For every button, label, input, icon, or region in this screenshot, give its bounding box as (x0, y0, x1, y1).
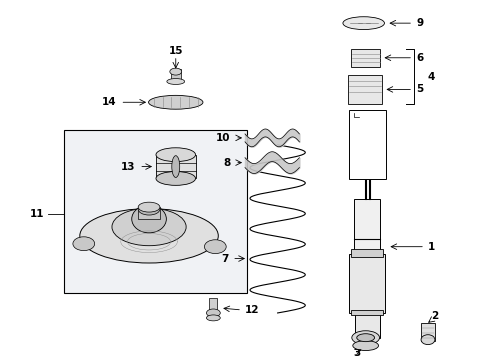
Text: 13: 13 (121, 162, 135, 172)
Text: 7: 7 (221, 253, 228, 264)
Bar (420, 323, 434, 341)
Text: 10: 10 (215, 133, 230, 143)
Ellipse shape (206, 309, 220, 317)
Ellipse shape (166, 78, 184, 85)
Bar (347, 75, 382, 104)
Ellipse shape (351, 331, 379, 345)
Text: 15: 15 (168, 46, 183, 56)
Bar (348, 253, 385, 313)
Bar (354, 313, 379, 338)
Text: 14: 14 (102, 97, 116, 107)
Ellipse shape (356, 334, 374, 342)
Ellipse shape (80, 208, 218, 263)
Text: 11: 11 (30, 209, 44, 219)
Bar (138, 207, 160, 219)
Text: 5: 5 (415, 84, 423, 94)
Ellipse shape (342, 17, 384, 30)
Ellipse shape (156, 171, 195, 185)
Ellipse shape (420, 335, 434, 345)
Ellipse shape (131, 205, 166, 233)
Text: 4: 4 (427, 72, 434, 82)
Text: 12: 12 (244, 305, 259, 315)
Bar (353, 199, 380, 253)
Ellipse shape (171, 156, 180, 177)
Bar (156, 155, 195, 179)
Bar (209, 298, 217, 313)
Bar (64, 130, 246, 293)
Text: 6: 6 (415, 53, 423, 63)
Ellipse shape (169, 68, 182, 75)
Text: 1: 1 (427, 242, 434, 252)
Text: 2: 2 (430, 311, 437, 321)
Bar (348, 110, 386, 179)
Bar (170, 69, 181, 81)
Ellipse shape (138, 202, 160, 212)
Ellipse shape (138, 203, 160, 215)
Ellipse shape (73, 237, 95, 251)
Text: 9: 9 (415, 18, 423, 28)
Bar (350, 310, 383, 315)
Text: 3: 3 (353, 347, 360, 357)
Ellipse shape (148, 95, 203, 109)
Ellipse shape (156, 148, 195, 162)
Ellipse shape (112, 208, 186, 246)
Ellipse shape (206, 315, 220, 321)
Text: 8: 8 (223, 158, 230, 168)
Bar (350, 49, 380, 67)
Ellipse shape (204, 240, 226, 253)
Ellipse shape (352, 341, 378, 351)
Bar (350, 249, 383, 257)
